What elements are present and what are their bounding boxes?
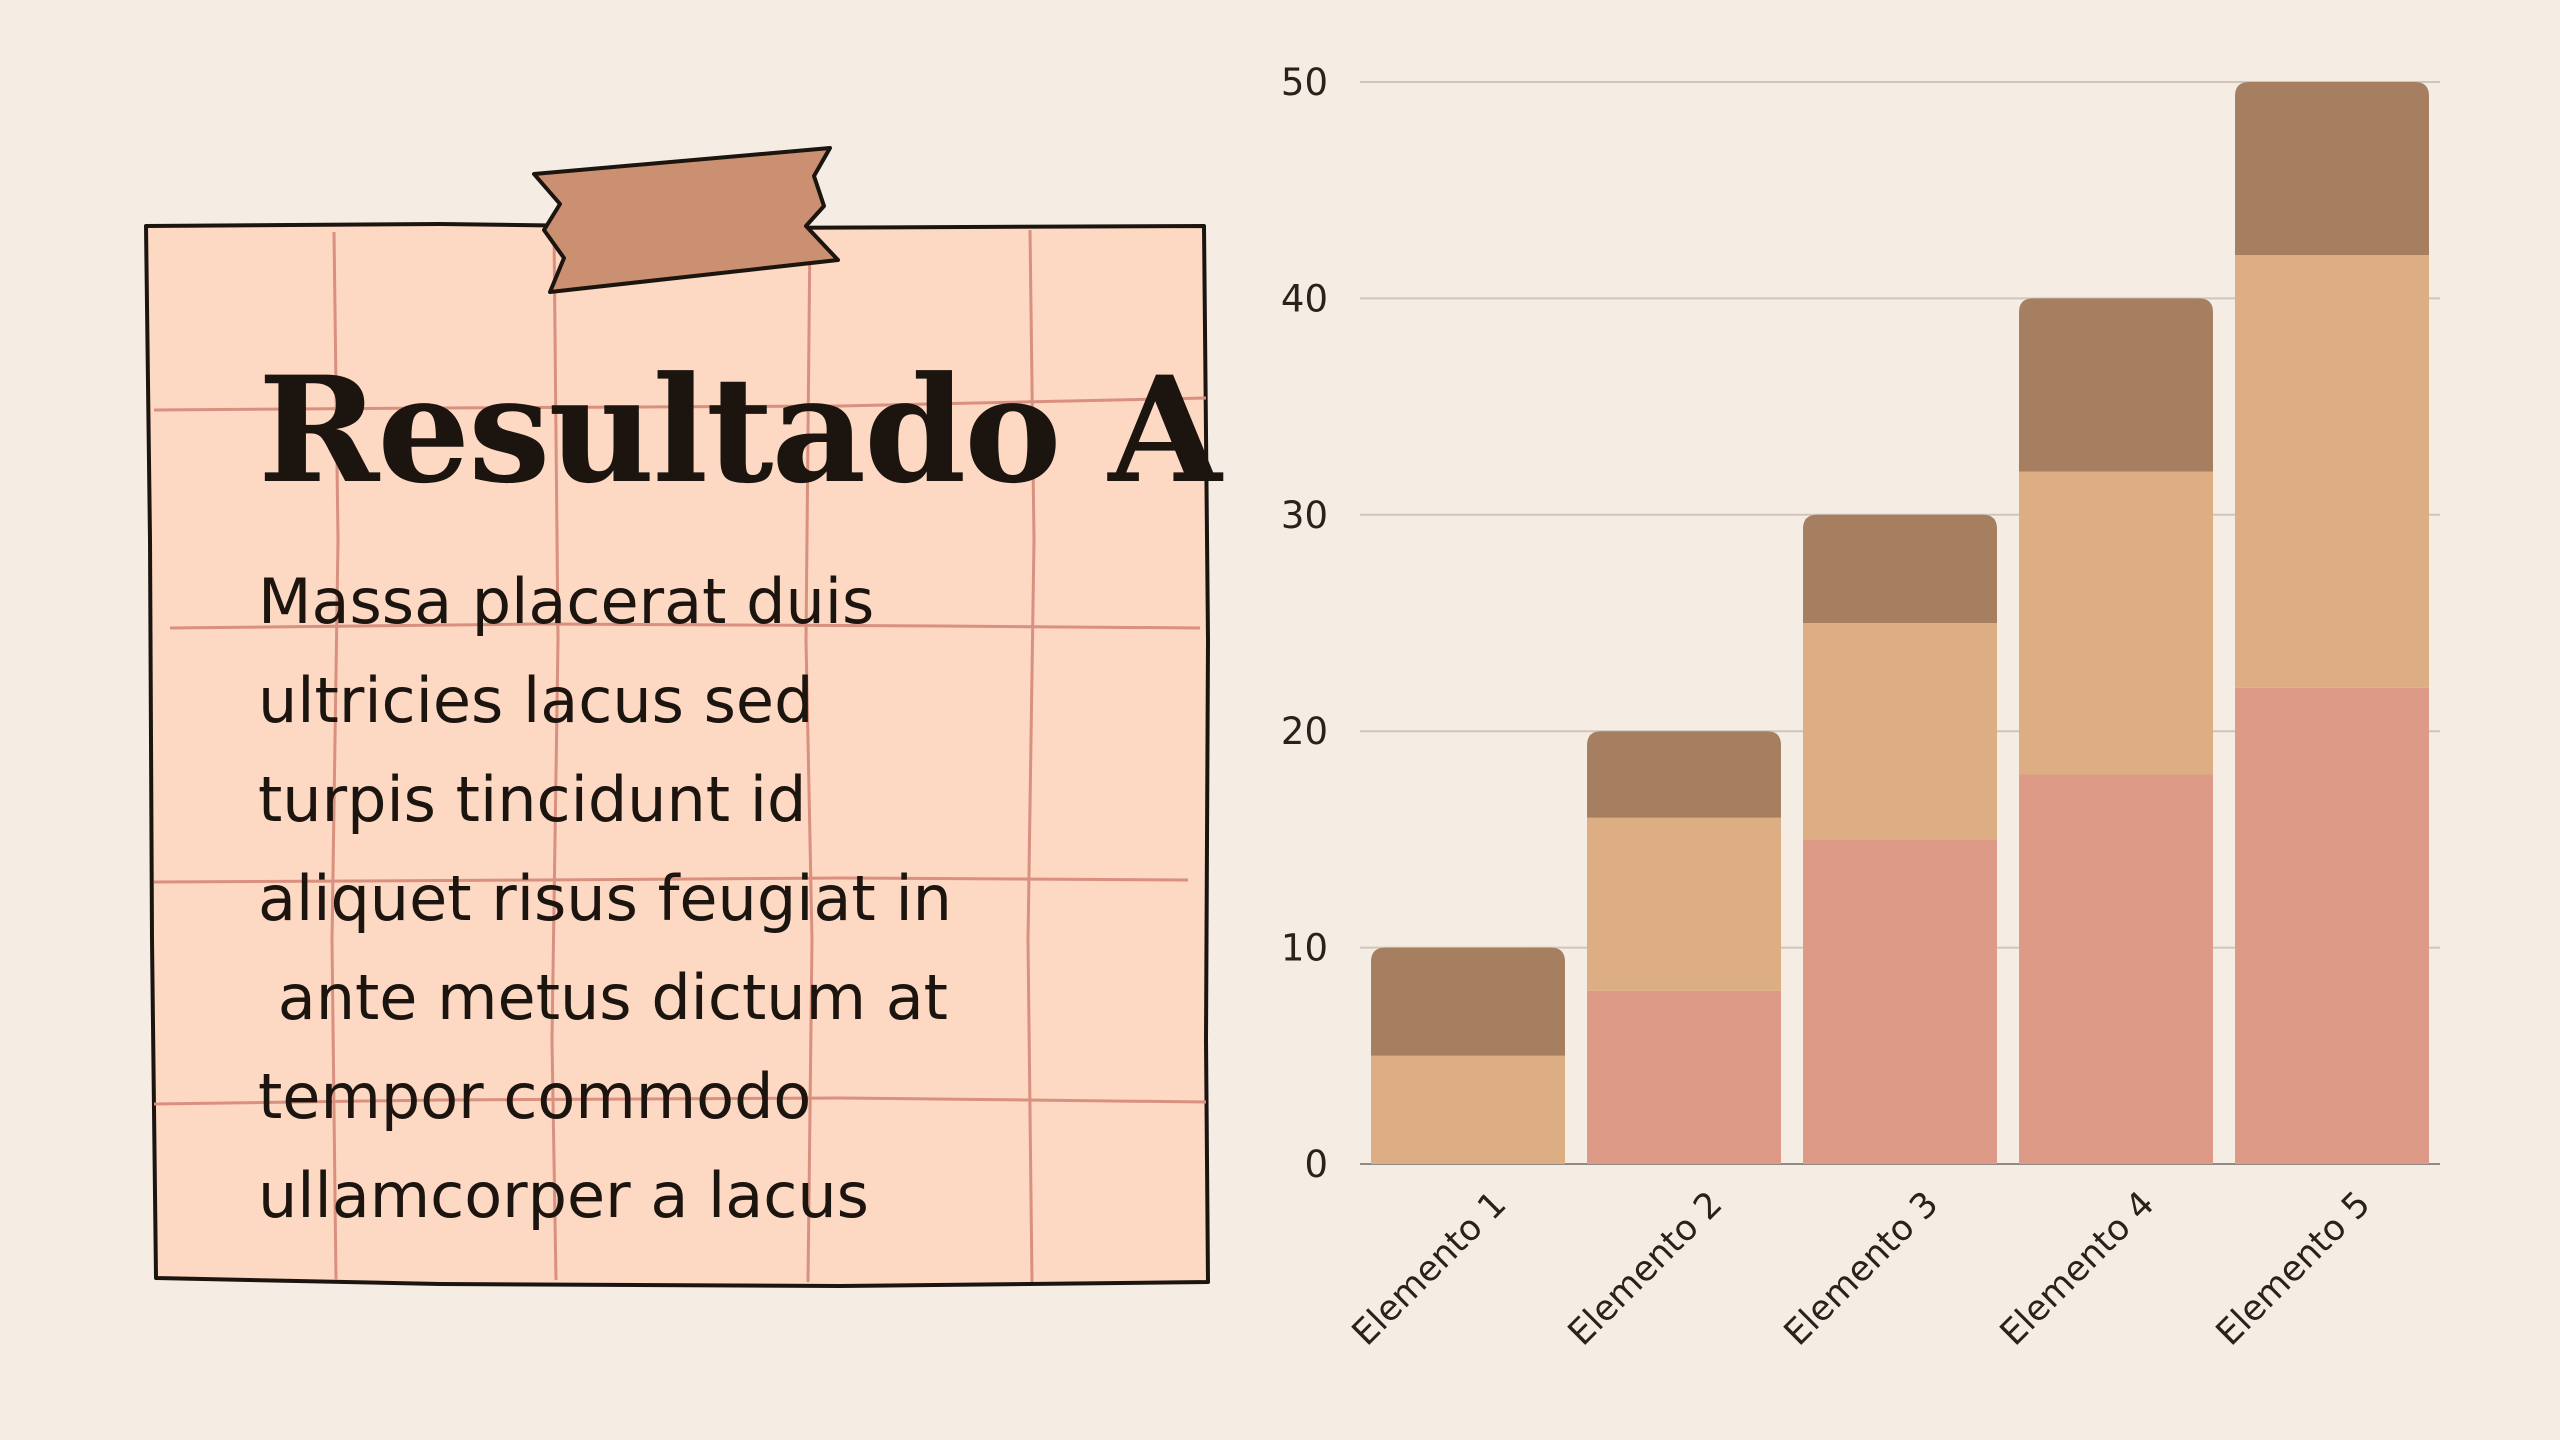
note-body-line: Massa placerat duis (258, 565, 875, 638)
note-body-line: tempor commodo (258, 1060, 812, 1133)
bar-stack (1587, 731, 1781, 1164)
bar-stack (1803, 514, 1997, 1164)
note-card: Resultado A Massa placerat duis ultricie… (140, 140, 1222, 1300)
y-axis-ticks: 0 10 20 30 40 50 (1281, 61, 1328, 1186)
y-tick-label: 30 (1281, 494, 1328, 537)
bar-stack (2235, 82, 2429, 1164)
y-tick-label: 0 (1304, 1143, 1328, 1186)
bar-segment-series-1 (1803, 839, 1997, 1164)
note-body: Massa placerat duis ultricies lacus sed … (258, 552, 1098, 1245)
note-body-line: ullamcorper a lacus (258, 1159, 869, 1232)
x-tick-label: Elemento 2 (1561, 1184, 1731, 1354)
bar-segment-series-3 (1371, 947, 1565, 1056)
y-tick-label: 50 (1281, 61, 1328, 104)
bar-segment-series-3 (1587, 731, 1781, 818)
bar-segment-series-2 (1803, 623, 1997, 840)
note-title: Resultado A (258, 345, 1222, 516)
bar-segment-series-3 (2019, 298, 2213, 472)
bar-segment-series-2 (2235, 255, 2429, 688)
bar-segment-series-3 (1803, 514, 1997, 623)
x-tick-label: Elemento 4 (1993, 1184, 2163, 1354)
note-body-line: aliquet risus feugiat in (258, 862, 952, 935)
x-axis-labels: Elemento 1 Elemento 2 Elemento 3 Elemento 4… (1345, 1184, 2379, 1354)
bar-segment-series-2 (1371, 1055, 1565, 1164)
x-tick-label: Elemento 3 (1777, 1184, 1947, 1354)
note-body-line: ultricies lacus sed (258, 664, 814, 737)
bar-segment-series-1 (2235, 687, 2429, 1164)
bar-segment-series-1 (1587, 990, 1781, 1164)
note-body-line: ante metus dictum at (258, 961, 948, 1034)
note-paper (144, 146, 1210, 1288)
bar-stack (2019, 298, 2213, 1164)
bar-segment-series-3 (2235, 82, 2429, 256)
bar-segment-series-2 (2019, 471, 2213, 775)
y-tick-label: 10 (1281, 927, 1328, 970)
bar-segment-series-2 (1587, 817, 1781, 991)
x-tick-label: Elemento 5 (2209, 1184, 2379, 1354)
bar-stack (1371, 947, 1565, 1164)
note-grid (153, 229, 1207, 1283)
chart-bars (1371, 82, 2429, 1164)
y-tick-label: 20 (1281, 710, 1328, 753)
tape-strip (532, 146, 840, 294)
bar-segment-series-1 (2019, 774, 2213, 1164)
x-tick-label: Elemento 1 (1345, 1184, 1515, 1354)
y-tick-label: 40 (1281, 277, 1328, 320)
note-body-line: turpis tincidunt id (258, 763, 807, 836)
